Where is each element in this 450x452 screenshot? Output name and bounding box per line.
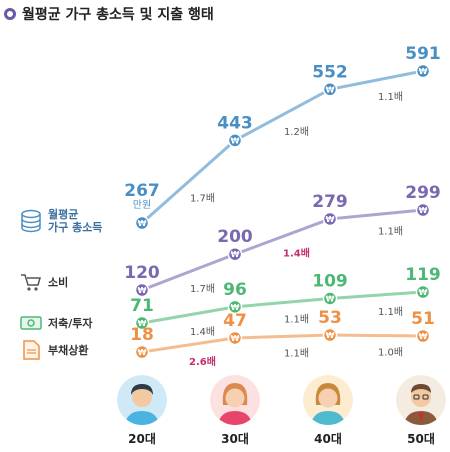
value-label-income-0: 267 — [124, 181, 160, 201]
won-icon: ₩ — [231, 303, 240, 312]
money-bill-icon — [20, 316, 42, 330]
value-label-consumption-1: 200 — [217, 227, 253, 247]
series-line-consumption — [141, 208, 424, 292]
value-label-debt-2: 53 — [318, 308, 342, 328]
data-point-consumption-0 — [134, 282, 150, 298]
ratio-label-consumption-2: 1.1배 — [378, 225, 403, 237]
legend-saving: 저축/투자 — [20, 314, 93, 332]
won-icon: ₩ — [326, 85, 335, 94]
age-label-40s: 40대 — [314, 432, 342, 446]
value-label-saving-1: 96 — [223, 280, 247, 300]
value-label-saving-3: 119 — [405, 265, 441, 285]
value-label-saving-0: 71 — [130, 296, 154, 316]
legend-income-label: 월평균 가구 총소득 — [48, 208, 103, 234]
value-label-debt-3: 51 — [411, 309, 435, 329]
data-point-income-3 — [415, 63, 431, 79]
ratio-label-income-0: 1.7배 — [190, 193, 215, 205]
ratio-label-consumption-0: 1.7배 — [190, 283, 215, 295]
value-label-consumption-2: 279 — [312, 192, 348, 212]
data-point-consumption-2 — [322, 211, 338, 227]
age-label-20s: 20대 — [128, 432, 156, 446]
won-icon: ₩ — [231, 136, 240, 145]
shopping-cart-icon — [21, 274, 41, 291]
ratio-label-income-1: 1.2배 — [284, 126, 309, 138]
ratio-label-debt-2: 1.0배 — [378, 347, 403, 359]
age-label-30s: 30대 — [221, 432, 249, 446]
won-icon: ₩ — [419, 332, 428, 341]
data-point-saving-0 — [134, 315, 150, 331]
data-point-saving-1 — [227, 299, 243, 315]
value-label-debt-0: 18 — [130, 325, 154, 345]
won-icon: ₩ — [326, 215, 335, 224]
data-point-debt-2 — [322, 327, 338, 343]
series-line-saving — [141, 290, 424, 325]
won-icon: ₩ — [231, 250, 240, 259]
value-label-consumption-3: 299 — [405, 183, 441, 203]
data-point-debt-3 — [415, 328, 431, 344]
won-icon: ₩ — [231, 334, 240, 343]
legend-consumption-label: 소비 — [48, 275, 69, 289]
avatar-30s-icon — [210, 375, 260, 425]
legend-consumption: 소비 — [20, 272, 68, 292]
ratio-label-saving-2: 1.1배 — [378, 306, 403, 318]
data-point-saving-3 — [415, 284, 431, 300]
legend-debt: 부채상환 — [20, 339, 88, 361]
won-icon: ₩ — [138, 348, 147, 357]
value-label-consumption-0: 120 — [124, 263, 160, 283]
avatar-40s-icon — [303, 375, 353, 425]
data-point-income-2 — [322, 82, 338, 97]
value-label-income-1: 443 — [217, 113, 253, 133]
chart-title: 월평균 가구 총소득 및 지출 행태 — [22, 7, 214, 23]
ratio-label-saving-1: 1.1배 — [284, 314, 309, 326]
data-point-debt-1 — [227, 330, 243, 346]
debt-document-icon — [23, 340, 40, 360]
avatar-20s-icon — [117, 375, 167, 425]
legend-saving-label: 저축/투자 — [48, 316, 93, 330]
ratio-label-consumption-1: 1.4배 — [283, 247, 310, 260]
coin-stack-icon — [21, 209, 41, 233]
ratio-label-income-2: 1.1배 — [378, 91, 403, 103]
legend-income: 월평균 가구 총소득 — [20, 208, 102, 234]
income-unit-label: 만원 — [133, 199, 151, 211]
title-bullet-icon — [4, 8, 16, 20]
data-point-saving-2 — [322, 291, 338, 306]
title-bar: 월평균 가구 총소득 및 지출 행태 — [4, 4, 214, 24]
age-label-50s: 50대 — [407, 432, 435, 446]
data-point-consumption-3 — [415, 202, 431, 218]
won-icon: ₩ — [138, 219, 147, 228]
ratio-label-debt-1: 1.1배 — [284, 347, 309, 359]
value-label-income-3: 591 — [405, 44, 441, 64]
won-icon: ₩ — [326, 331, 335, 340]
value-label-saving-2: 109 — [312, 271, 348, 291]
won-icon: ₩ — [419, 206, 428, 215]
data-point-income-0 — [134, 215, 150, 231]
won-icon: ₩ — [326, 294, 335, 303]
series-line-income — [141, 69, 424, 225]
data-point-consumption-1 — [227, 246, 243, 262]
series-line-debt — [141, 333, 424, 354]
legend-debt-label: 부채상환 — [48, 343, 89, 357]
won-icon: ₩ — [138, 319, 147, 328]
data-point-debt-0 — [134, 344, 150, 360]
ratio-label-debt-0: 2.6배 — [189, 355, 216, 368]
won-icon: ₩ — [419, 67, 428, 76]
avatar-50s-icon — [396, 375, 446, 425]
value-label-income-2: 552 — [312, 62, 348, 82]
ratio-label-saving-0: 1.4배 — [190, 326, 215, 338]
won-icon: ₩ — [138, 286, 147, 295]
won-icon: ₩ — [419, 288, 428, 297]
data-point-income-1 — [227, 133, 243, 148]
value-label-debt-1: 47 — [223, 311, 247, 331]
